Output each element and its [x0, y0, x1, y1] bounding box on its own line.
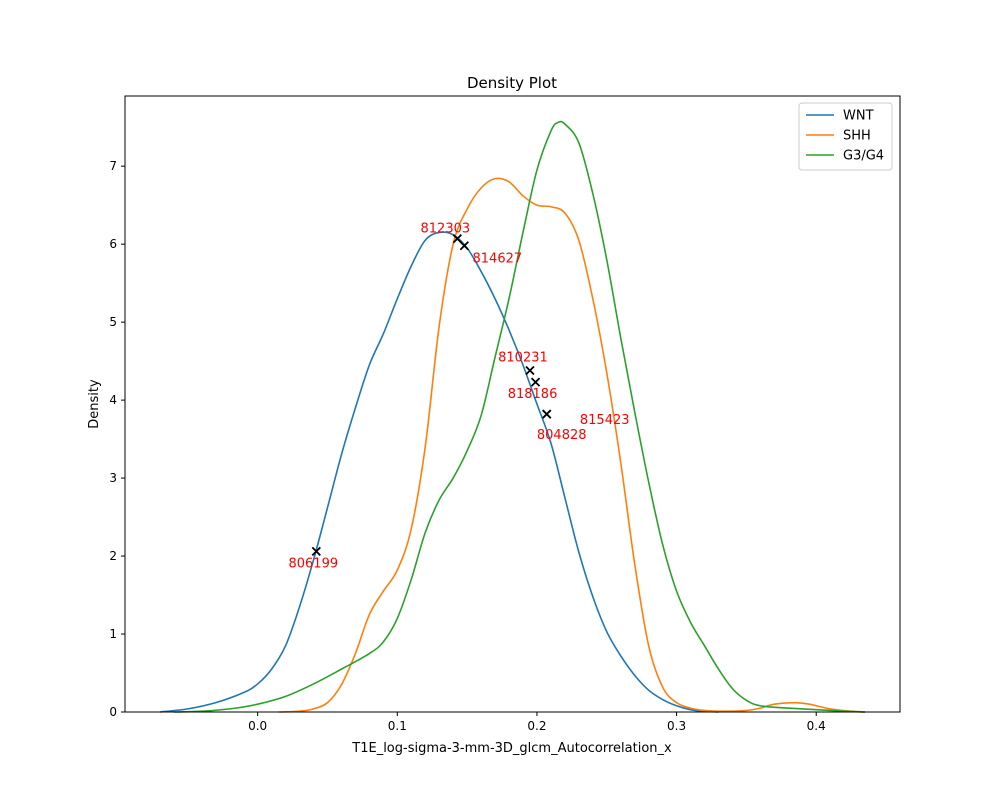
y-tick-label: 7 [109, 159, 117, 173]
chart-title: Density Plot [467, 74, 557, 92]
x-axis: 0.0 0.1 0.2 0.3 0.4 [248, 712, 826, 733]
x-tick-label: 0.2 [527, 719, 546, 733]
y-axis-label: Density [87, 379, 102, 429]
y-tick-label: 0 [109, 705, 117, 719]
x-tick-label: 0.0 [248, 719, 267, 733]
x-tick-label: 0.1 [388, 719, 407, 733]
sample-marker-810231 [525, 365, 535, 376]
sample-label-815423: 815423 [580, 413, 630, 428]
series-line-shh [278, 177, 866, 713]
y-tick-label: 2 [109, 549, 117, 563]
sample-label-814627: 814627 [473, 252, 523, 267]
sample-marker-804828 [542, 409, 552, 419]
sample-marker-806199 [311, 546, 321, 557]
sample-marker-812303 [452, 234, 462, 244]
legend-label-g3-g4: G3/G4 [843, 149, 884, 164]
sample-label-818186: 818186 [508, 387, 558, 402]
y-axis: 0 1 2 3 4 5 6 7 [109, 159, 125, 719]
series-line-g3-g4 [173, 120, 866, 713]
y-tick-label: 1 [109, 627, 117, 641]
series-line-wnt [159, 231, 719, 713]
x-tick-label: 0.4 [807, 719, 826, 733]
y-tick-label: 6 [109, 237, 117, 251]
sample-marker-814627 [459, 241, 469, 251]
x-axis-label: T1E_log-sigma-3-mm-3D_glcm_Autocorrelati… [351, 741, 672, 756]
y-tick-label: 4 [109, 393, 117, 407]
x-tick-label: 0.3 [667, 719, 686, 733]
legend-label-shh: SHH [843, 129, 871, 144]
series-layer [159, 120, 866, 713]
legend-label-wnt: WNT [843, 109, 874, 124]
sample-label-804828: 804828 [537, 428, 587, 443]
y-tick-label: 5 [109, 315, 117, 329]
y-tick-label: 3 [109, 471, 117, 485]
sample-label-806199: 806199 [288, 556, 338, 571]
sample-label-812303: 812303 [421, 222, 471, 237]
sample-label-810231: 810231 [498, 350, 548, 365]
axes-frame [124, 95, 901, 713]
sample-marker-818186 [530, 377, 541, 387]
legend-box [798, 102, 893, 171]
legend: WNT SHH G3/G4 [798, 102, 893, 171]
